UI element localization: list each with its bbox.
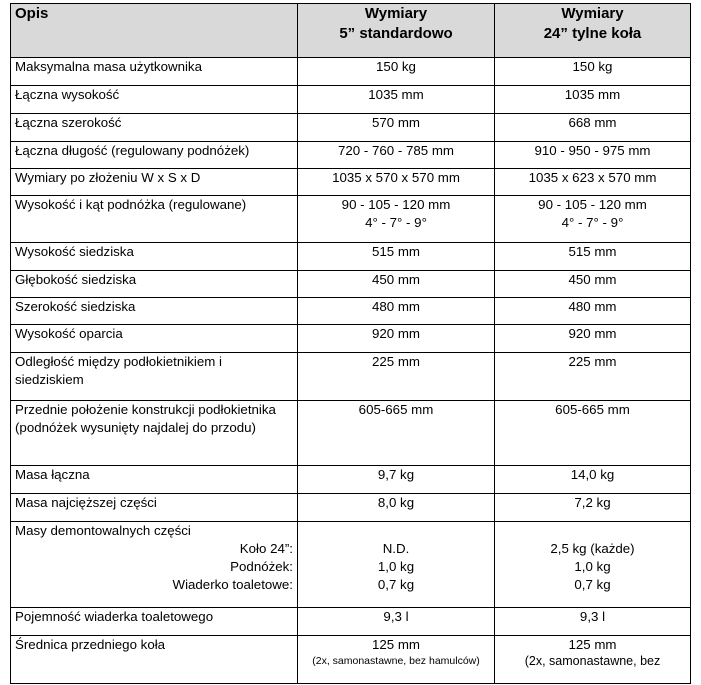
row-value-rear-wheels: 1035 x 623 x 570 mm [494, 168, 691, 196]
front-wheel-value-standard: 125 mm [371, 637, 421, 652]
row-value-standard: 1035 x 570 x 570 mm [297, 168, 495, 196]
table-row: Wysokość i kąt podnóżka (regulowane) 90 … [10, 195, 691, 243]
footrest-height-rear-wheels: 90 - 105 - 120 mm [538, 197, 647, 212]
row-value-standard: 570 mm [297, 113, 495, 142]
table-row: Łączna wysokość 1035 mm 1035 mm [10, 85, 691, 114]
row-value-standard: 150 kg [297, 57, 495, 86]
header-col-standard-line2: 5” standardowo [339, 25, 453, 42]
table-row: Łączna szerokość 570 mm 668 mm [10, 113, 691, 142]
table-row: Odległość między podłokietnikiem i siedz… [10, 352, 691, 401]
row-value-standard: 9,3 l [297, 607, 495, 636]
row-value-rear-wheels: 90 - 105 - 120 mm 4° - 7° - 9° [494, 195, 691, 243]
row-value-standard: 605-665 mm [297, 400, 495, 466]
row-label: Szerokość siedziska [10, 297, 298, 325]
row-value-standard: 450 mm [297, 270, 495, 298]
table-row: Wymiary po złożeniu W x S x D 1035 x 570… [10, 168, 691, 196]
row-value-standard: 9,7 kg [297, 465, 495, 494]
table-row: Masa łączna 9,7 kg 14,0 kg [10, 465, 691, 494]
row-label: Wysokość i kąt podnóżka (regulowane) [10, 195, 298, 243]
row-label: Maksymalna masa użytkownika [10, 57, 298, 86]
front-wheel-standard: 125 mm (2x, samonastawne, bez hamulców) [297, 635, 495, 684]
removable-footrest-standard: 1,0 kg [377, 559, 415, 574]
front-wheel-rear-wheels: 125 mm (2x, samonastawne, bez [494, 635, 691, 684]
row-label: Łączna szerokość [10, 113, 298, 142]
row-value-standard: 90 - 105 - 120 mm 4° - 7° - 9° [297, 195, 495, 243]
table-row: Maksymalna masa użytkownika 150 kg 150 k… [10, 57, 691, 86]
row-label: Masa łączna [10, 465, 298, 494]
row-label: Wysokość siedziska [10, 242, 298, 271]
row-value-standard: 8,0 kg [297, 493, 495, 522]
removable-wheel-standard: N.D. [382, 541, 410, 556]
header-col-standard: Wymiary 5” standardowo [297, 3, 495, 58]
row-label: Przednie położenie konstrukcji podłokiet… [10, 400, 298, 466]
front-wheel-value-rear-wheels: 125 mm [568, 637, 617, 652]
removable-footrest-rear-wheels: 1,0 kg [574, 559, 611, 574]
table-row: Wysokość siedziska 515 mm 515 mm [10, 242, 691, 271]
table-row: Przednie położenie konstrukcji podłokiet… [10, 400, 691, 466]
header-col-rear-wheels: Wymiary 24” tylne koła [494, 3, 691, 58]
removable-bucket-rear-wheels: 0,7 kg [574, 577, 611, 592]
row-value-rear-wheels: 920 mm [494, 324, 691, 353]
row-value-rear-wheels: 515 mm [494, 242, 691, 271]
table-row: Średnica przedniego koła 125 mm (2x, sam… [10, 635, 691, 684]
row-value-rear-wheels: 450 mm [494, 270, 691, 298]
table-row: Łączna długość (regulowany podnóżek) 720… [10, 141, 691, 169]
row-value-rear-wheels: 9,3 l [494, 607, 691, 636]
row-value-rear-wheels: 1035 mm [494, 85, 691, 114]
removable-item-bucket-label: Wiaderko toaletowe: [172, 577, 293, 592]
row-label: Łączna wysokość [10, 85, 298, 114]
table-row-removable-parts: Masy demontowalnych części Koło 24”: Pod… [10, 521, 691, 608]
row-value-rear-wheels: 605-665 mm [494, 400, 691, 466]
footrest-angle-rear-wheels: 4° - 7° - 9° [561, 215, 624, 230]
header-col-rear-wheels-line2: 24” tylne koła [543, 25, 642, 42]
row-label: Średnica przedniego koła [10, 635, 298, 684]
header-desc: Opis [10, 3, 298, 58]
row-value-rear-wheels: 225 mm [494, 352, 691, 401]
row-value-rear-wheels: 668 mm [494, 113, 691, 142]
row-label: Łączna długość (regulowany podnóżek) [10, 141, 298, 169]
row-value-rear-wheels: 14,0 kg [494, 465, 691, 494]
removable-wheel-rear-wheels: 2,5 kg (każde) [550, 541, 635, 556]
table-header-row: Opis Wymiary 5” standardowo Wymiary 24” … [10, 3, 691, 58]
table-row: Wysokość oparcia 920 mm 920 mm [10, 324, 691, 353]
row-value-standard: 920 mm [297, 324, 495, 353]
row-value-standard: 515 mm [297, 242, 495, 271]
front-wheel-note-rear-wheels: (2x, samonastawne, bez [524, 654, 661, 668]
removable-values-rear-wheels: 2,5 kg (każde) 1,0 kg 0,7 kg [494, 521, 691, 608]
table-row: Pojemność wiaderka toaletowego 9,3 l 9,3… [10, 607, 691, 636]
footrest-angle-standard: 4° - 7° - 9° [365, 215, 427, 230]
removable-parts-cell: Masy demontowalnych części Koło 24”: Pod… [10, 521, 298, 608]
row-value-rear-wheels: 480 mm [494, 297, 691, 325]
row-label: Wymiary po złożeniu W x S x D [10, 168, 298, 196]
table-row: Masa najcięższej części 8,0 kg 7,2 kg [10, 493, 691, 522]
removable-values-standard: N.D. 1,0 kg 0,7 kg [297, 521, 495, 608]
row-label: Odległość między podłokietnikiem i siedz… [10, 352, 298, 401]
row-label: Masa najcięższej części [10, 493, 298, 522]
row-value-standard: 480 mm [297, 297, 495, 325]
row-value-rear-wheels: 7,2 kg [494, 493, 691, 522]
row-value-rear-wheels: 910 - 950 - 975 mm [494, 141, 691, 169]
row-label: Głębokość siedziska [10, 270, 298, 298]
footrest-height-standard: 90 - 105 - 120 mm [341, 197, 451, 212]
table-row: Głębokość siedziska 450 mm 450 mm [10, 270, 691, 298]
header-col-standard-line1: Wymiary [364, 5, 428, 22]
row-label: Wysokość oparcia [10, 324, 298, 353]
specification-table: Opis Wymiary 5” standardowo Wymiary 24” … [10, 3, 691, 684]
row-value-standard: 225 mm [297, 352, 495, 401]
removable-item-wheel-label: Koło 24”: [239, 541, 293, 556]
row-value-standard: 1035 mm [297, 85, 495, 114]
row-value-standard: 720 - 760 - 785 mm [297, 141, 495, 169]
front-wheel-note-standard: (2x, samonastawne, bez hamulców) [312, 655, 480, 667]
header-col-rear-wheels-line1: Wymiary [561, 5, 624, 22]
row-value-rear-wheels: 150 kg [494, 57, 691, 86]
row-label: Pojemność wiaderka toaletowego [10, 607, 298, 636]
table-row: Szerokość siedziska 480 mm 480 mm [10, 297, 691, 325]
removable-item-footrest-label: Podnóżek: [230, 559, 293, 574]
removable-bucket-standard: 0,7 kg [377, 577, 415, 592]
removable-parts-label: Masy demontowalnych części [15, 523, 191, 538]
